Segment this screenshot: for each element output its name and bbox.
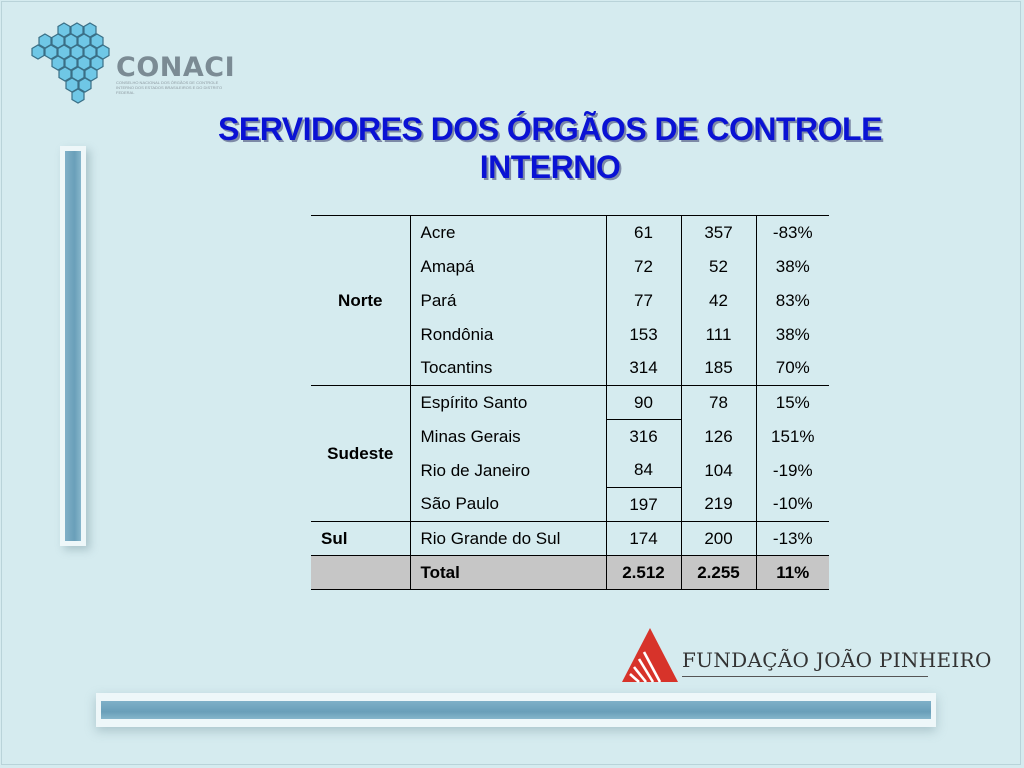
state-cell: São Paulo [410,487,607,522]
value-2-cell: 78 [681,385,757,420]
value-1-cell: 153 [606,317,682,352]
value-2-cell: 185 [681,351,757,386]
percent-cell: 15% [756,385,829,420]
total-row: Total 2.512 2.255 11% [311,555,829,590]
total-label: Total [410,555,607,590]
table-row: Rondônia 153 111 38% [311,317,829,352]
value-1-cell: 61 [606,215,682,250]
region-cell: Norte [311,215,411,386]
value-1-cell: 314 [606,351,682,386]
state-cell: Amapá [410,249,607,284]
table-row: Norte Acre 61 357 -83% [311,215,829,386]
value-2-cell: 42 [681,283,757,318]
value-2-cell: 219 [681,487,757,522]
value-2-cell: 126 [681,419,757,454]
conaci-subtitle: CONSELHO NACIONAL DOS ÓRGÃOS DE CONTROLE… [116,80,223,95]
table-row: Sudeste Espírito Santo 90 78 15% [311,385,829,522]
value-2-cell: 357 [681,215,757,250]
table-row: Rio de Janeiro 84 104 -19% [311,453,829,488]
value-1-cell: 316 [606,419,682,454]
region-cell-empty [311,555,411,590]
conaci-wordmark: CONACI [116,52,236,83]
value-1-cell: 72 [606,249,682,284]
percent-cell: 38% [775,256,810,276]
state-cell: Pará [410,283,607,318]
value-1-cell: 84 [606,453,682,488]
value-1-cell: 90 [606,385,682,420]
title-line-2: INTERNO [479,149,621,185]
state-cell: Rondônia [410,317,607,352]
region-cell: Sudeste [311,385,411,522]
percent-cell: -83% [756,215,829,250]
percent-cell: 151% [771,426,815,446]
value-2-cell: 200 [681,521,757,556]
value-2-cell: 111 [681,317,757,352]
state-cell: Acre [410,215,607,250]
table-row: Amapá 72 52 38% [311,249,829,284]
page-title: SERVIDORES DOS ÓRGÃOS DE CONTROLE INTERN… [150,110,950,186]
table-row: São Paulo 197 219 -10% [311,487,829,522]
percent-cell: -19% [772,460,813,480]
percent-cell: 38% [775,324,810,344]
state-cell: Espírito Santo [410,385,607,420]
region-cell: Sul [311,521,411,556]
value-2-cell: 52 [681,249,757,284]
value-2-cell: 104 [681,453,757,488]
total-value-2: 2.255 [681,555,757,590]
percent-cell: 83% [775,290,810,310]
fjp-triangle-icon [622,628,678,683]
percent-cell: -13% [756,521,829,556]
value-1-cell: 77 [606,283,682,318]
fjp-underline [682,676,928,677]
vertical-accent-bar [60,146,86,546]
percent-cell: 70% [775,358,810,378]
total-value-1: 2.512 [606,555,682,590]
state-cell: Minas Gerais [410,419,607,454]
table-row: Tocantins 314 185 70% [311,351,829,386]
value-1-cell: 174 [606,521,682,556]
state-cell: Rio de Janeiro [410,453,607,488]
total-percent: 11% [756,555,829,590]
table-row: Pará 77 42 83% [311,283,829,318]
state-cell: Tocantins [410,351,607,386]
title-line-1: SERVIDORES DOS ÓRGÃOS DE CONTROLE [218,111,882,147]
horizontal-accent-bar [96,693,936,727]
table-row: Sul Rio Grande do Sul 174 200 -13% [311,521,829,556]
table-row: Minas Gerais 316 126 151% [311,419,829,454]
fjp-wordmark: FUNDAÇÃO JOÃO PINHEIRO [682,648,992,672]
state-cell: Rio Grande do Sul [410,521,607,556]
value-1-cell: 197 [606,487,682,522]
servers-table: Norte Acre 61 357 -83% Amapá 72 52 38% P… [311,215,829,590]
percent-cell: -10% [772,494,813,514]
